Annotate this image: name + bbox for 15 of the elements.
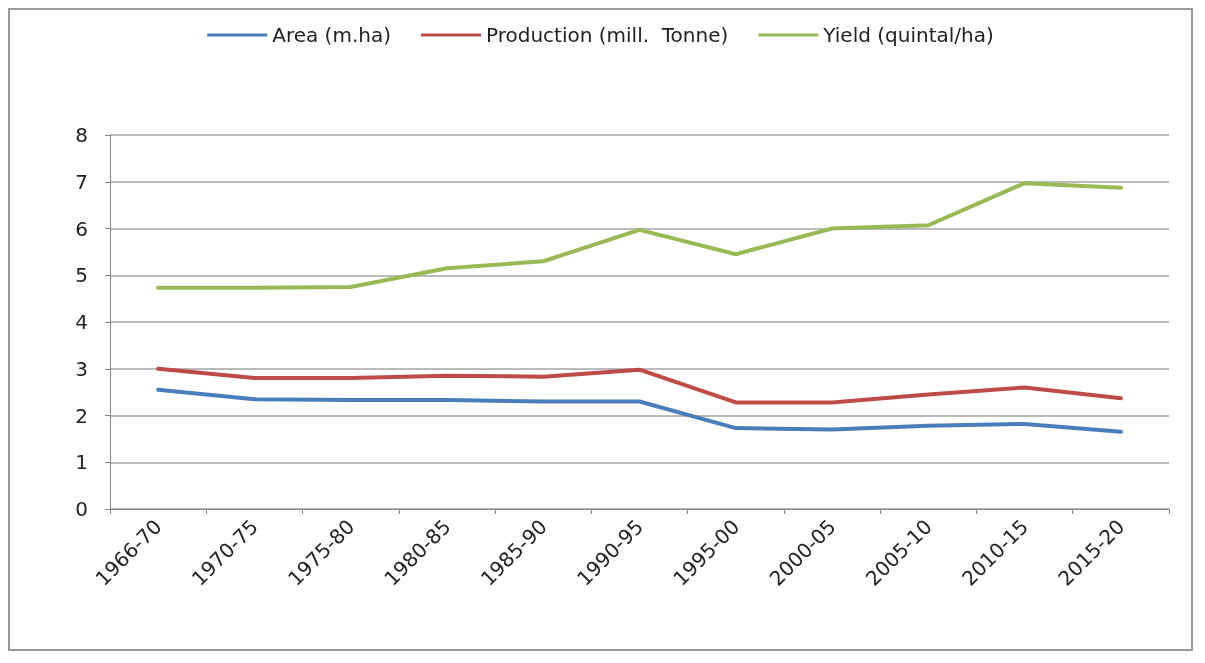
y-tick-label: 0 xyxy=(75,497,88,521)
y-tick-label: 7 xyxy=(75,169,88,194)
line-series xyxy=(156,366,1123,405)
legend-label: Production (mill. Tonne) xyxy=(485,23,729,47)
y-tick-label: 4 xyxy=(75,310,88,334)
legend-label: Yield (quintal/ha) xyxy=(822,23,994,47)
y-tick-label: 8 xyxy=(75,123,88,147)
line-series xyxy=(156,387,1123,434)
y-tick-label: 2 xyxy=(75,403,88,428)
y-tick-label: 5 xyxy=(75,263,88,288)
legend-label: Area (m.ha) xyxy=(272,23,391,47)
line-series xyxy=(156,181,1123,290)
y-tick-label: 1 xyxy=(75,450,88,475)
y-tick-label: 6 xyxy=(75,216,88,241)
y-tick-label: 3 xyxy=(75,356,88,381)
